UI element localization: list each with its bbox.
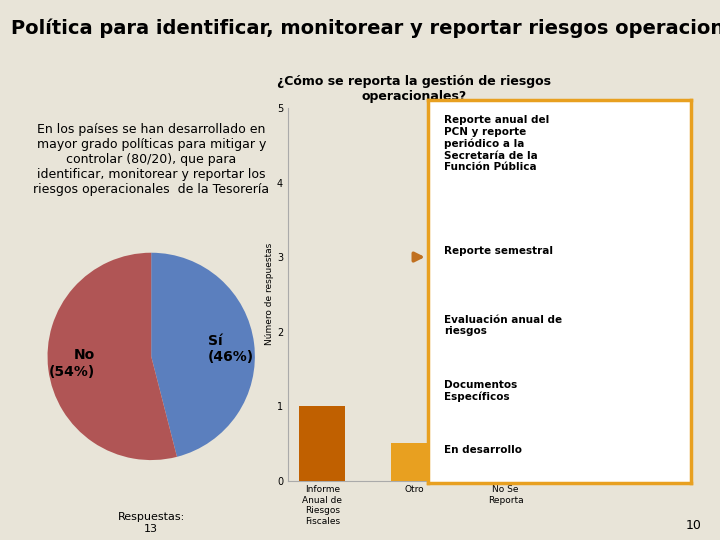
- Text: En los países se han desarrollado en
mayor grado políticas para mitigar y
contro: En los países se han desarrollado en may…: [33, 123, 269, 196]
- Bar: [300, 406, 346, 481]
- Y-axis label: Número de respuestas: Número de respuestas: [265, 243, 274, 346]
- Text: Reporte semestral: Reporte semestral: [444, 246, 553, 255]
- Text: Reporte anual del
PCN y reporte
periódico a la
Secretaría de la
Función Pública: Reporte anual del PCN y reporte periódic…: [444, 115, 549, 172]
- Text: Evaluación anual de
riesgos: Evaluación anual de riesgos: [444, 315, 562, 336]
- Text: En desarrollo: En desarrollo: [444, 445, 522, 455]
- Wedge shape: [151, 253, 255, 457]
- Text: Respuestas:
13: Respuestas: 13: [117, 512, 185, 534]
- Text: No
(54%): No (54%): [48, 348, 94, 379]
- Text: Documentos
Específicos: Documentos Específicos: [444, 380, 518, 402]
- Title: ¿Cómo se reporta la gestión de riesgos
operacionales?: ¿Cómo se reporta la gestión de riesgos o…: [277, 75, 551, 103]
- Text: 10: 10: [686, 519, 702, 532]
- Bar: [391, 443, 437, 481]
- Text: Sí
(46%): Sí (46%): [208, 334, 254, 364]
- Text: Política para identificar, monitorear y reportar riesgos operacionales: Política para identificar, monitorear y …: [11, 18, 720, 38]
- Wedge shape: [48, 253, 177, 460]
